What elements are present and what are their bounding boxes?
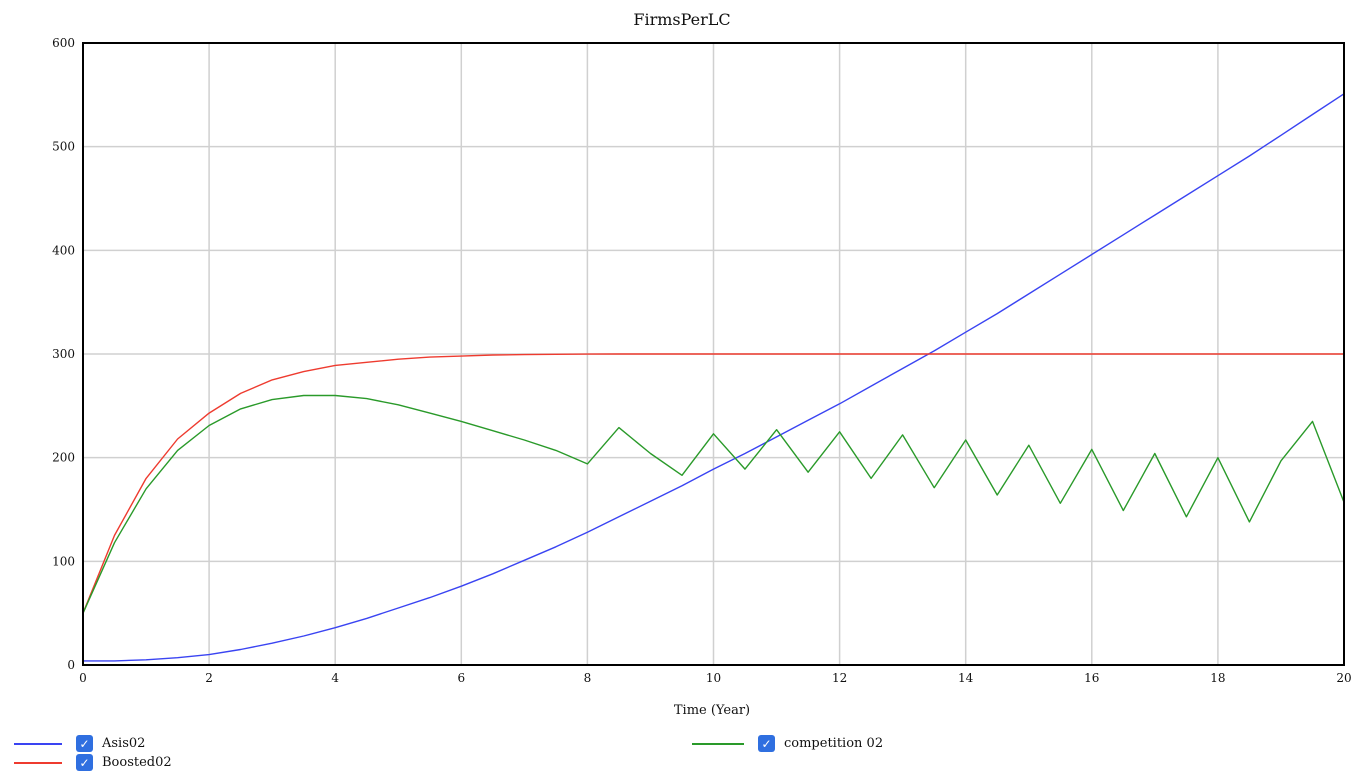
legend-item-boosted02[interactable]: ✓ Boosted02 — [14, 754, 172, 771]
series-line-competition-02 — [82, 394, 1345, 614]
x-tick-label: 10 — [706, 671, 721, 685]
y-tick-label: 500 — [52, 140, 75, 154]
x-tick-label: 16 — [1084, 671, 1099, 685]
legend-line-boosted02 — [14, 761, 62, 764]
plot-frame — [82, 42, 1345, 666]
y-tick-label: 0 — [67, 658, 75, 672]
legend-label-boosted02: Boosted02 — [102, 755, 172, 770]
series-lines — [82, 93, 1345, 662]
legend-label-asis02: Asis02 — [102, 736, 146, 751]
x-tick-label: 2 — [205, 671, 213, 685]
y-tick-label: 100 — [52, 554, 75, 568]
legend-line-competition02 — [692, 742, 744, 745]
legend-line-asis02 — [14, 742, 62, 745]
y-tick-label: 300 — [52, 347, 75, 361]
chart-title: FirmsPerLC — [633, 10, 731, 29]
legend-item-competition02[interactable]: ✓ competition 02 — [692, 735, 883, 752]
legend-item-asis02[interactable]: ✓ Asis02 — [14, 735, 145, 752]
x-tick-label: 12 — [832, 671, 847, 685]
y-tick-label: 400 — [52, 243, 75, 257]
x-tick-label: 8 — [584, 671, 592, 685]
series-line-boosted02 — [82, 353, 1344, 614]
y-tick-label: 200 — [52, 451, 75, 465]
x-tick-label: 0 — [79, 671, 87, 685]
x-tick-label: 18 — [1210, 671, 1225, 685]
x-tick-label: 20 — [1336, 671, 1351, 685]
legend-checkbox-boosted02[interactable]: ✓ — [76, 754, 93, 771]
series-line-asis02 — [83, 93, 1345, 662]
legend-label-competition02: competition 02 — [784, 736, 884, 751]
legend-checkbox-asis02[interactable]: ✓ — [76, 735, 93, 752]
x-axis-label: Time (Year) — [673, 703, 751, 718]
y-tick-label: 600 — [52, 36, 75, 50]
legend-checkbox-competition02[interactable]: ✓ — [758, 735, 775, 752]
x-tick-label: 4 — [331, 671, 339, 685]
x-tick-label: 14 — [958, 671, 974, 685]
x-tick-label: 6 — [457, 671, 465, 685]
